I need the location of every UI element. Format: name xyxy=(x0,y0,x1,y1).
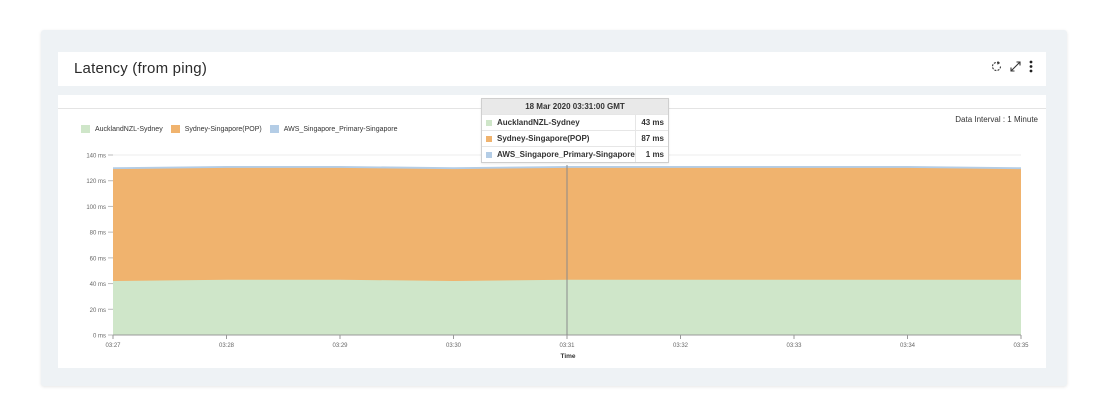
tooltip-series-name: AucklandNZL-Sydney xyxy=(482,115,636,130)
header-toolbar xyxy=(990,60,1034,73)
more-vertical-icon[interactable] xyxy=(1028,60,1034,73)
x-tick-label: 03:32 xyxy=(673,343,689,349)
chart-panel: 0 ms 20 ms 40 ms 60 ms 80 ms 100 ms 120 ms 140 … xyxy=(58,95,1046,368)
tooltip-row: Sydney-Singapore(POP) 87 ms xyxy=(482,130,668,146)
tooltip-swatch xyxy=(486,151,492,158)
legend-item-aws[interactable]: AWS_Singapore_Primary-Singapore xyxy=(269,125,398,133)
tooltip-series-value: 43 ms xyxy=(641,118,664,127)
y-tick-label: 60 ms xyxy=(90,256,106,262)
x-tick-label: 03:35 xyxy=(1013,343,1029,349)
data-interval-value: : 1 Minute xyxy=(1002,115,1038,124)
x-tick-label: 03:30 xyxy=(446,343,462,349)
tooltip-row: AucklandNZL-Sydney 43 ms xyxy=(482,114,668,130)
chart-legend: AucklandNZL-Sydney Sydney-Singapore(POP)… xyxy=(81,125,398,133)
legend-item-sydney[interactable]: Sydney-Singapore(POP) xyxy=(170,125,262,133)
y-tick-label: 140 ms xyxy=(86,154,106,160)
tooltip-series-label: AucklandNZL-Sydney xyxy=(497,118,580,127)
legend-swatch xyxy=(81,125,90,133)
data-interval-label: Data Interval xyxy=(955,115,1001,124)
x-tick-label: 03:31 xyxy=(559,343,575,349)
legend-item-auckland[interactable]: AucklandNZL-Sydney xyxy=(81,125,163,133)
x-tick-label: 03:29 xyxy=(332,343,348,349)
tooltip-series-name: Sydney-Singapore(POP) xyxy=(482,131,636,146)
y-tick-label: 80 ms xyxy=(90,231,106,237)
y-tick-label: 100 ms xyxy=(86,205,106,211)
x-tick-label: 03:28 xyxy=(219,343,235,349)
tooltip-series-label: Sydney-Singapore(POP) xyxy=(497,134,590,143)
y-tick-label: 20 ms xyxy=(90,308,106,314)
legend-swatch xyxy=(170,125,180,133)
x-tick-label: 03:34 xyxy=(900,343,916,349)
legend-label: AucklandNZL-Sydney xyxy=(95,125,163,133)
tooltip-swatch xyxy=(486,135,492,142)
refresh-icon[interactable] xyxy=(990,60,1003,73)
tooltip-series-label: AWS_Singapore_Primary-Singapore xyxy=(497,150,635,159)
y-tick-label: 40 ms xyxy=(90,282,106,288)
legend-swatch xyxy=(269,125,279,133)
x-axis-title: Time xyxy=(560,353,575,360)
tooltip-swatch xyxy=(486,119,492,126)
x-tick-label: 03:33 xyxy=(786,343,802,349)
tooltip-series-value: 1 ms xyxy=(645,150,664,159)
latency-chart: 0 ms 20 ms 40 ms 60 ms 80 ms 100 ms 120 ms 140 … xyxy=(86,154,1029,361)
tooltip-row: AWS_Singapore_Primary-Singapore 1 ms xyxy=(482,146,668,162)
data-interval: Data Interval : 1 Minute xyxy=(955,115,1038,124)
y-tick-label: 120 ms xyxy=(86,179,106,185)
y-tick-label: 0 ms xyxy=(93,334,106,340)
expand-icon[interactable] xyxy=(1009,60,1022,73)
chart-tooltip: 18 Mar 2020 03:31:00 GMT AucklandNZL-Syd… xyxy=(481,98,669,163)
panel-title: Latency (from ping) xyxy=(74,60,208,77)
legend-label: AWS_Singapore_Primary-Singapore xyxy=(283,125,398,133)
tooltip-series-value: 87 ms xyxy=(641,134,664,143)
tooltip-timestamp: 18 Mar 2020 03:31:00 GMT xyxy=(482,99,668,114)
panel-header: Latency (from ping) xyxy=(58,52,1046,86)
legend-label: Sydney-Singapore(POP) xyxy=(184,125,262,133)
x-tick-label: 03:27 xyxy=(105,343,121,349)
tooltip-series-name: AWS_Singapore_Primary-Singapore xyxy=(482,147,636,162)
